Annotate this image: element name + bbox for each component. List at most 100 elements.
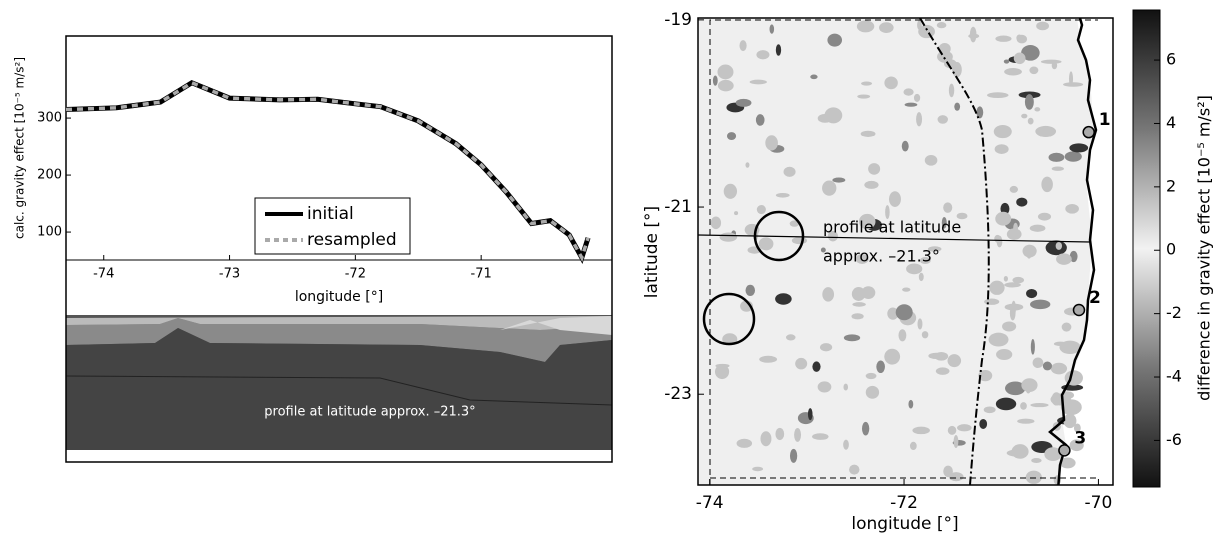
contour-blob — [1044, 447, 1062, 462]
contour-blob — [1026, 288, 1038, 299]
contour-blob — [983, 406, 996, 414]
contour-blob — [849, 464, 860, 475]
contour-blob — [1025, 470, 1042, 484]
contour-blob — [1056, 253, 1072, 265]
contour-blob — [759, 355, 778, 363]
contour-blob — [904, 102, 918, 107]
contour-blob — [937, 50, 953, 63]
contour-blob — [888, 191, 901, 207]
contour-blob — [917, 318, 923, 330]
y-tick-label: -19 — [664, 10, 692, 30]
highlight-circle — [702, 292, 756, 346]
contour-blob — [1003, 59, 1010, 64]
contour-blob — [794, 427, 802, 442]
contour-blob — [812, 361, 821, 372]
contour-blob — [843, 334, 861, 342]
contour-blob — [817, 113, 833, 123]
contour-blob — [1073, 423, 1081, 433]
contour-blob — [1021, 44, 1040, 61]
contour-blob — [952, 62, 962, 78]
contour-blob — [927, 246, 942, 252]
contour-blob — [913, 93, 921, 102]
contour-blob — [822, 287, 835, 302]
contour-blob — [1042, 361, 1053, 371]
contour-blob — [758, 237, 774, 251]
contour-blob — [898, 329, 907, 342]
contour-blob — [714, 364, 730, 380]
contour-blob — [1065, 204, 1079, 214]
contour-blob — [984, 298, 1000, 305]
contour-blob — [1036, 21, 1050, 31]
cross-section — [65, 315, 613, 450]
contour-blob — [861, 81, 873, 86]
contour-blob — [865, 385, 880, 399]
x-tick-label: -74 — [93, 267, 114, 282]
contour-blob — [884, 76, 898, 90]
legend — [254, 197, 411, 255]
station-label: 3 — [1074, 428, 1086, 448]
contour-blob — [1004, 282, 1021, 288]
contour-blob — [943, 465, 953, 478]
x-tick-label: -72 — [345, 267, 366, 282]
contour-blob — [1059, 457, 1076, 469]
colorbar-tick-label: 2 — [1166, 176, 1176, 195]
x-tick-label: -71 — [471, 267, 492, 282]
x-axis-label: longitude [°] — [851, 514, 958, 534]
colorbar-tick-label: 6 — [1166, 50, 1176, 69]
contour-blob — [861, 421, 870, 436]
contour-blob — [851, 287, 866, 301]
contour-blob — [1041, 176, 1053, 193]
contour-blob — [1055, 241, 1063, 250]
contour-blob — [995, 211, 1012, 226]
contour-blob — [909, 441, 917, 451]
contour-blob — [1064, 151, 1082, 162]
contour-blob — [996, 349, 1013, 360]
contour-blob — [719, 232, 738, 242]
contour-blob — [1029, 66, 1039, 75]
contour-blob — [822, 180, 837, 196]
contour-blob — [1061, 391, 1075, 399]
x-tick-label: -72 — [890, 493, 918, 513]
contour-blob — [723, 183, 738, 199]
contour-blob — [765, 135, 778, 151]
contour-blob — [954, 102, 961, 111]
contour-blob — [1051, 166, 1064, 171]
contour-blob — [937, 115, 948, 124]
y-tick-label: 300 — [37, 111, 62, 126]
contour-blob — [827, 33, 843, 47]
contour-blob — [935, 367, 950, 375]
station-point — [1058, 444, 1071, 457]
contour-blob — [769, 24, 775, 34]
contour-blob — [943, 202, 953, 213]
colorbar-tick-label: 0 — [1166, 240, 1176, 259]
contour-blob — [934, 351, 949, 361]
contour-blob — [789, 448, 798, 463]
contour-blob — [760, 431, 772, 447]
contour-blob — [1012, 276, 1025, 284]
contour-blob — [948, 472, 964, 482]
contour-blob — [864, 180, 879, 189]
x-tick-label: -73 — [219, 267, 240, 282]
contour-blob — [1006, 449, 1028, 457]
colorbar-tick-label: -4 — [1166, 367, 1182, 386]
contour-blob — [1026, 244, 1033, 259]
y-axis-label: latitude [°] — [642, 206, 662, 298]
contour-blob — [734, 211, 739, 216]
x-axis-label: longitude [°] — [295, 289, 383, 305]
contour-blob — [819, 343, 833, 352]
contour-blob — [916, 112, 923, 127]
contour-blob — [1030, 403, 1049, 408]
y-tick-label: 100 — [37, 225, 62, 240]
contour-blob — [1016, 34, 1028, 44]
contour-blob — [1009, 185, 1019, 193]
contour-blob — [953, 434, 959, 448]
contour-blob — [936, 22, 947, 29]
contour-blob — [1005, 381, 1026, 396]
profile-line — [698, 234, 1091, 243]
y-tick-label: 200 — [37, 168, 62, 183]
contour-blob — [791, 236, 807, 245]
contour-blob — [852, 302, 866, 307]
contour-blob — [820, 247, 826, 253]
contour-blob — [868, 163, 881, 175]
